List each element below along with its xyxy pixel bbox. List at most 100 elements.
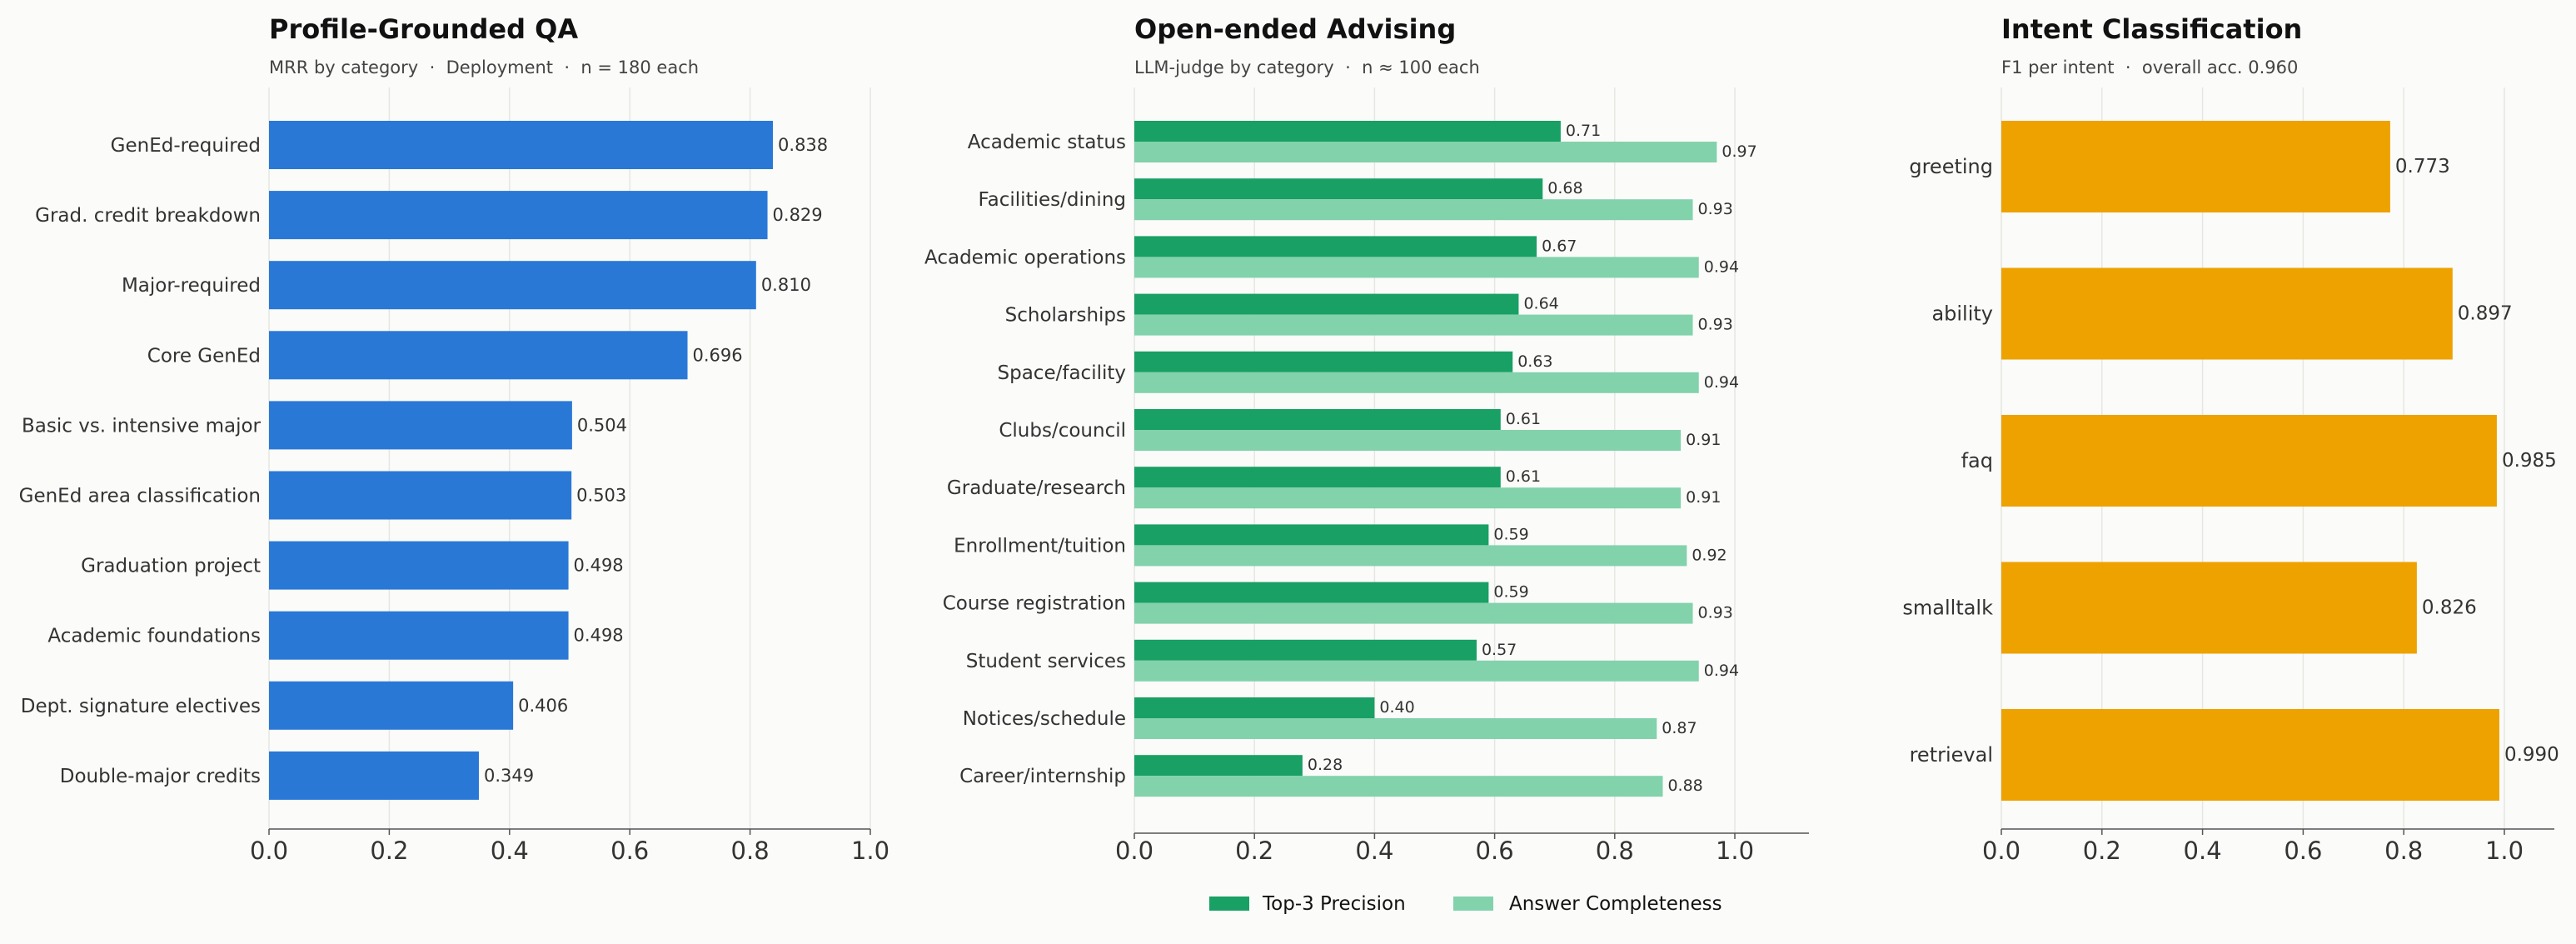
category-label: ability [1931, 302, 1993, 326]
data-label: 0.406 [518, 696, 568, 716]
category-label: Notices/schedule [963, 708, 1126, 730]
bar [269, 191, 768, 240]
category-label: Scholarships [1005, 305, 1126, 327]
data-label: 0.498 [574, 556, 624, 576]
bar [269, 541, 569, 590]
x-tick-label: 0.2 [2083, 837, 2121, 865]
x-tick-label: 0.2 [370, 837, 408, 865]
category-label: Enrollment/tuition [954, 535, 1126, 557]
bar-answer-completeness [1134, 430, 1682, 451]
data-label: 0.88 [1667, 777, 1702, 795]
category-label: Clubs/council [999, 420, 1126, 442]
category-label: Basic vs. intensive major [22, 415, 262, 437]
x-tick-label: 0.2 [1235, 837, 1273, 865]
bar [2001, 121, 2390, 212]
bar-answer-completeness [1134, 372, 1699, 393]
data-label: 0.498 [574, 626, 624, 646]
category-label: Course registration [943, 593, 1126, 615]
category-label: Space/facility [998, 362, 1126, 384]
bar-top3-precision [1134, 697, 1375, 718]
bar-answer-completeness [1134, 602, 1693, 624]
data-label: 0.91 [1686, 431, 1721, 449]
bar-top3-precision [1134, 178, 1543, 200]
data-label: 0.504 [577, 415, 627, 435]
category-label: Academic foundations [47, 626, 261, 647]
category-label: smalltalk [1902, 597, 1993, 620]
category-label: Student services [966, 651, 1126, 672]
x-tick-label: 1.0 [2485, 837, 2524, 865]
data-label: 0.91 [1686, 488, 1721, 507]
bar [269, 261, 756, 310]
chart-subtitle: MRR by category · Deployment · n = 180 e… [269, 57, 699, 77]
bar [2001, 415, 2497, 507]
bar-top3-precision [1134, 755, 1303, 777]
bar-answer-completeness [1134, 257, 1699, 278]
bar [269, 681, 514, 730]
data-label: 0.40 [1379, 698, 1414, 717]
data-label: 0.897 [2458, 303, 2513, 325]
data-label: 0.349 [484, 766, 534, 786]
legend-swatch-top3 [1209, 897, 1249, 911]
data-label: 0.87 [1662, 719, 1697, 737]
bar-answer-completeness [1134, 776, 1663, 797]
category-label: Graduate/research [947, 477, 1126, 499]
data-label: 0.810 [761, 275, 811, 295]
data-label: 0.61 [1506, 410, 1541, 428]
category-label: Graduation project [81, 556, 261, 577]
x-tick-label: 0.4 [2184, 837, 2222, 865]
x-tick-label: 0.8 [2384, 837, 2423, 865]
legend: Top-3 Precision Answer Completeness [1209, 893, 1722, 915]
data-label: 0.97 [1721, 142, 1756, 161]
bar-top3-precision [1134, 293, 1519, 315]
x-tick-label: 1.0 [851, 837, 889, 865]
panel-open-ended-advising: 0.0 0.2 0.4 0.6 0.8 1.0 0.71 0.97 Academic stat… [924, 13, 1809, 915]
data-label: 0.67 [1542, 237, 1577, 255]
x-tick-label: 0.6 [610, 837, 649, 865]
data-label: 0.71 [1566, 122, 1601, 140]
data-label: 0.93 [1698, 200, 1733, 218]
x-tick-label: 0.6 [1476, 837, 1514, 865]
data-label: 0.829 [773, 205, 823, 225]
chart-subtitle: F1 per intent · overall acc. 0.960 [2001, 57, 2298, 77]
data-label: 0.773 [2395, 156, 2450, 177]
bar [269, 471, 572, 520]
bar [2001, 267, 2453, 360]
bar-top3-precision [1134, 409, 1501, 430]
category-label: Grad. credit breakdown [35, 205, 261, 227]
data-label: 0.92 [1692, 546, 1726, 564]
chart-title: Open-ended Advising [1134, 13, 1456, 45]
legend-label-top3: Top-3 Precision [1262, 893, 1406, 915]
bar [269, 121, 774, 169]
data-label: 0.59 [1493, 525, 1528, 543]
data-label: 0.94 [1704, 662, 1739, 680]
bar-answer-completeness [1134, 545, 1687, 567]
category-label: Facilities/dining [979, 189, 1126, 211]
data-label: 0.61 [1506, 467, 1541, 486]
x-tick-label: 0.8 [1596, 837, 1634, 865]
bar [269, 611, 569, 660]
chart-title: Intent Classification [2001, 13, 2302, 45]
panel-profile-grounded-qa: 0.0 0.2 0.4 0.6 0.8 1.0 0.838 GenEd-required 0.… [19, 13, 889, 865]
x-tick-label: 0.0 [1982, 837, 2020, 865]
data-label: 0.696 [693, 345, 743, 365]
bar-top3-precision [1134, 121, 1561, 142]
category-label: GenEd area classification [19, 486, 261, 507]
bar-top3-precision [1134, 524, 1489, 546]
data-label: 0.59 [1493, 583, 1528, 602]
bar-top3-precision [1134, 582, 1489, 603]
category-label: Dept. signature electives [21, 696, 261, 717]
category-label: greeting [1909, 155, 1993, 178]
bar-answer-completeness [1134, 142, 1717, 162]
x-tick-label: 0.0 [250, 837, 288, 865]
data-label: 0.94 [1704, 257, 1739, 276]
category-label: Core GenEd [147, 345, 261, 367]
bar-answer-completeness [1134, 199, 1693, 221]
data-label: 0.838 [778, 135, 828, 155]
legend-label-completeness: Answer Completeness [1509, 893, 1722, 915]
data-label: 0.503 [576, 486, 626, 506]
bar-answer-completeness [1134, 660, 1699, 682]
category-label: Academic status [968, 132, 1126, 153]
bar [2001, 562, 2417, 654]
bar [269, 401, 572, 450]
category-label: Academic operations [924, 247, 1126, 268]
